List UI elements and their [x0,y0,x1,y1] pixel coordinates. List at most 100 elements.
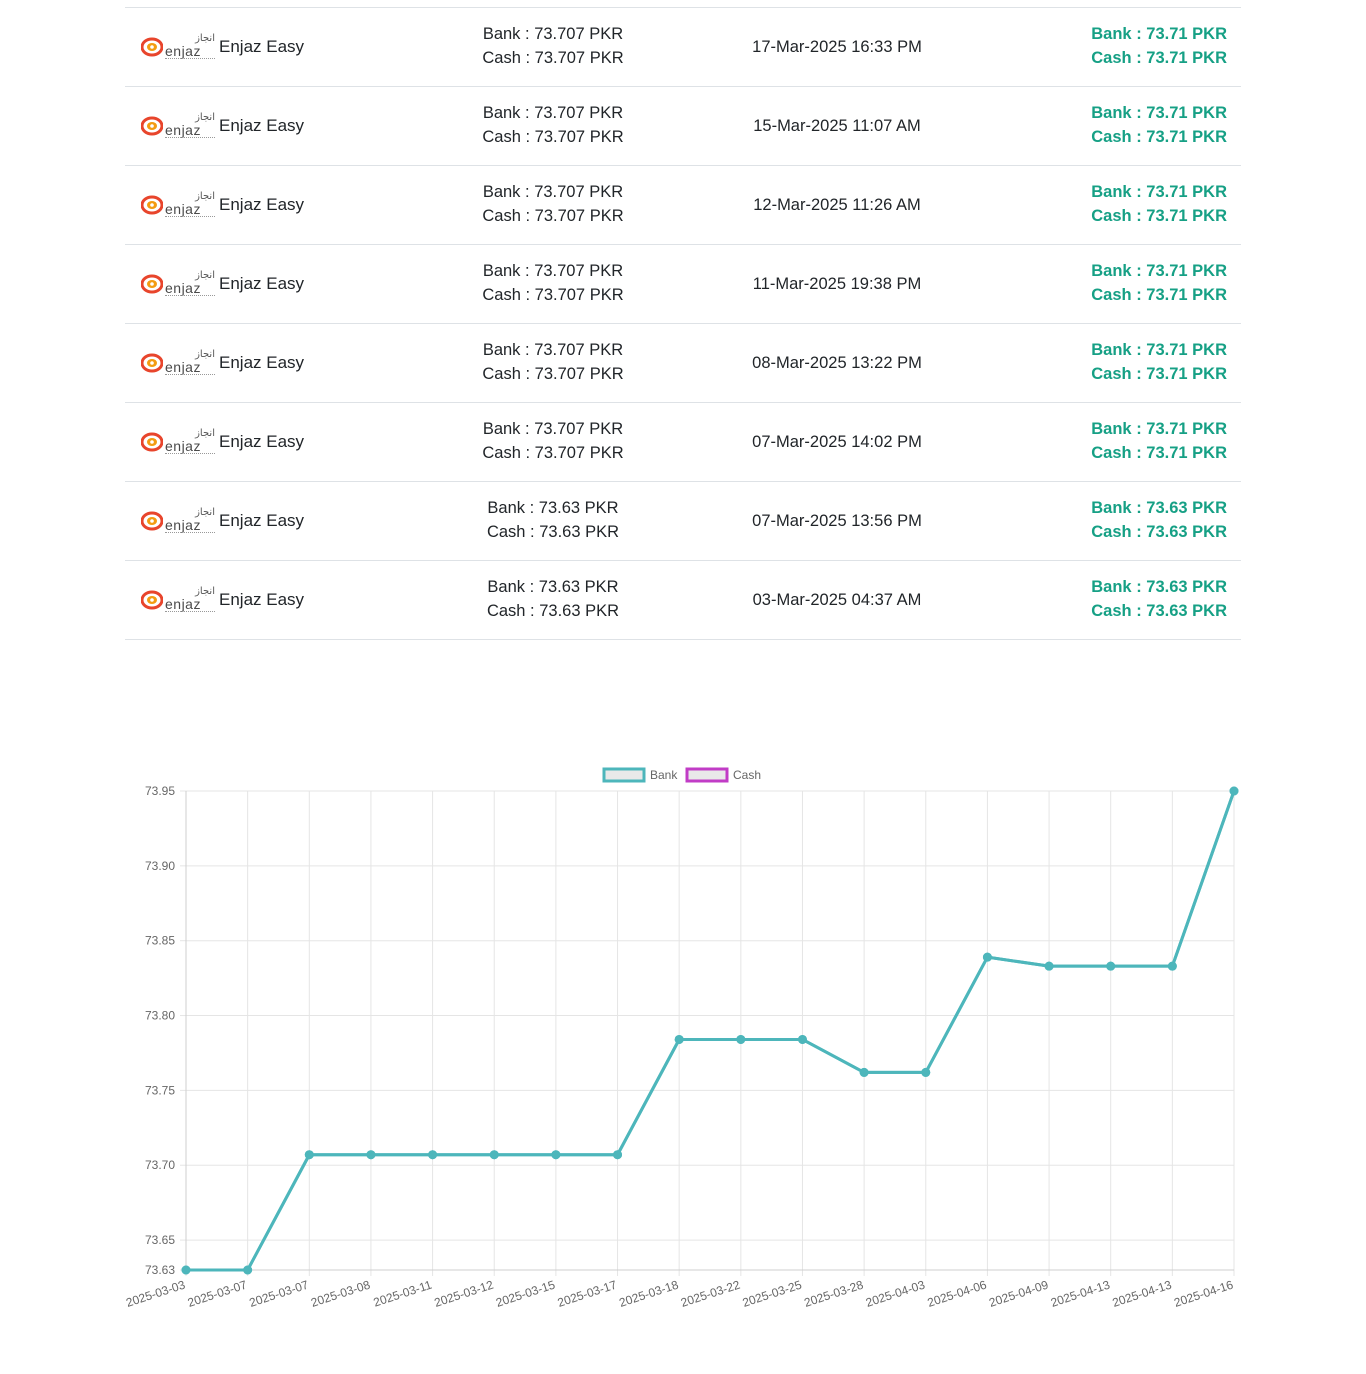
x-tick-label: 2025-03-08 [309,1277,372,1309]
converted-bank: Bank : 73.71 PKR [1091,183,1227,201]
converted-cell: Bank : 73.71 PKR Cash : 73.71 PKR [1091,338,1227,386]
data-point-bank[interactable] [859,1067,869,1077]
data-point-bank[interactable] [366,1150,376,1160]
data-point-bank[interactable] [304,1150,314,1160]
y-axis: 73.95 73.90 73.85 73.80 73.75 73.70 73.65 73.63 [145,784,175,1277]
logo-divider [165,531,215,535]
converted-cell: Bank : 73.63 PKR Cash : 73.63 PKR [1091,496,1227,544]
x-tick-label: 2025-04-03 [864,1277,927,1309]
updated-date: 08-Mar-2025 13:22 PM [752,354,922,372]
logo-latin: enjaz [165,358,201,375]
bank-rate: Bank : 73.707 PKR [482,104,624,122]
provider-name: Enjaz Easy [219,37,305,56]
converted-cash: Cash : 73.63 PKR [1091,523,1227,541]
converted-cash: Cash : 73.71 PKR [1091,207,1227,225]
converted-cash: Cash : 73.71 PKR [1091,444,1227,462]
legend-item-bank[interactable]: Bank [602,767,678,783]
series-line-bank [186,790,1236,1272]
enjaz-logo-icon [141,195,163,215]
data-point-bank[interactable] [1044,961,1054,971]
x-tick-label: 2025-03-28 [802,1277,865,1309]
cash-rate: Cash : 73.707 PKR [482,128,624,146]
rate-cell: Bank : 73.707 PKR Cash : 73.707 PKR [425,180,681,228]
converted-cash: Cash : 73.71 PKR [1091,128,1227,146]
logo-arabic: انجاز [195,585,215,597]
provider-cell: انجاز enjaz Enjaz Easy [141,403,304,481]
converted-bank: Bank : 73.71 PKR [1091,420,1227,438]
data-point-bank[interactable] [921,1067,931,1077]
logo-latin: enjaz [165,437,201,454]
x-axis: 2025-03-032025-03-072025-03-072025-03-08… [124,1277,1235,1309]
enjaz-logo-icon [141,432,163,452]
x-tick-label: 2025-03-15 [494,1277,557,1309]
logo-divider [165,452,215,456]
converted-cell: Bank : 73.63 PKR Cash : 73.63 PKR [1091,575,1227,623]
table-row: انجاز enjaz Enjaz Easy Bank : 73.707 PKR… [125,403,1241,482]
x-tick-label: 2025-03-07 [186,1277,249,1309]
x-tick-label: 2025-03-22 [679,1277,742,1309]
x-tick-label: 2025-04-06 [926,1277,989,1309]
bank-rate: Bank : 73.707 PKR [482,25,624,43]
rate-cell: Bank : 73.63 PKR Cash : 73.63 PKR [425,496,681,544]
table-row: انجاز enjaz Enjaz Easy Bank : 73.707 PKR… [125,166,1241,245]
line-chart: 73.95 73.90 73.85 73.80 73.75 73.70 73.65 73.63… [124,767,1239,1310]
logo-arabic: انجاز [195,111,215,123]
rate-cell: Bank : 73.707 PKR Cash : 73.707 PKR [425,22,681,70]
bank-rate: Bank : 73.63 PKR [487,578,619,596]
converted-bank: Bank : 73.63 PKR [1091,499,1227,517]
data-point-bank[interactable] [613,1150,623,1160]
logo-latin: enjaz [165,595,201,612]
legend-swatch [685,767,729,783]
enjaz-logo-icon [141,511,163,531]
logo-divider [165,294,215,298]
y-tick-label: 73.65 [145,1233,175,1247]
provider-cell: انجاز enjaz Enjaz Easy [141,8,304,86]
enjaz-logo-icon [141,37,163,57]
rate-table: انجاز enjaz Enjaz Easy Bank : 73.707 PKR… [125,7,1241,640]
updated-date: 07-Mar-2025 13:56 PM [752,512,922,530]
legend-item-cash[interactable]: Cash [685,767,761,783]
x-tick-label: 2025-03-18 [617,1277,680,1309]
data-point-bank[interactable] [1167,961,1177,971]
data-point-bank[interactable] [428,1150,438,1160]
provider-cell: انجاز enjaz Enjaz Easy [141,482,304,560]
converted-cash: Cash : 73.71 PKR [1091,286,1227,304]
data-point-bank[interactable] [736,1034,746,1044]
x-tick-label: 2025-03-07 [248,1277,311,1309]
data-point-bank[interactable] [243,1265,253,1275]
data-point-bank[interactable] [181,1265,191,1275]
logo-latin: enjaz [165,121,201,138]
provider-cell: انجاز enjaz Enjaz Easy [141,324,304,402]
converted-bank: Bank : 73.71 PKR [1091,104,1227,122]
updated-date: 12-Mar-2025 11:26 AM [753,196,921,214]
provider-name: Enjaz Easy [219,116,305,135]
data-point-bank[interactable] [1229,786,1239,796]
updated-date: 17-Mar-2025 16:33 PM [752,38,922,56]
x-tick-label: 2025-03-12 [432,1277,495,1309]
chart-legend[interactable]: Bank Cash [602,767,761,783]
bank-rate: Bank : 73.707 PKR [482,183,624,201]
converted-cell: Bank : 73.71 PKR Cash : 73.71 PKR [1091,22,1227,70]
provider-cell: انجاز enjaz Enjaz Easy [141,561,304,639]
bank-rate: Bank : 73.707 PKR [482,262,624,280]
data-point-bank[interactable] [797,1034,807,1044]
chart-grid [180,790,1235,1276]
x-tick-label: 2025-03-03 [124,1277,187,1309]
rate-cell: Bank : 73.707 PKR Cash : 73.707 PKR [425,101,681,149]
logo-divider [165,57,215,61]
logo-arabic: انجاز [195,427,215,439]
enjaz-logo-icon [141,353,163,373]
converted-cell: Bank : 73.71 PKR Cash : 73.71 PKR [1091,101,1227,149]
data-point-bank[interactable] [1106,961,1116,971]
data-point-bank[interactable] [551,1150,561,1160]
y-tick-label: 73.63 [145,1263,175,1277]
enjaz-logo-icon [141,274,163,294]
data-point-bank[interactable] [982,952,992,962]
data-point-bank[interactable] [489,1150,499,1160]
provider-name: Enjaz Easy [219,590,305,609]
cash-rate: Cash : 73.707 PKR [482,365,624,383]
updated-date: 07-Mar-2025 14:02 PM [752,433,922,451]
converted-cell: Bank : 73.71 PKR Cash : 73.71 PKR [1091,259,1227,307]
table-row: انجاز enjaz Enjaz Easy Bank : 73.63 PKR … [125,561,1241,640]
data-point-bank[interactable] [674,1034,684,1044]
